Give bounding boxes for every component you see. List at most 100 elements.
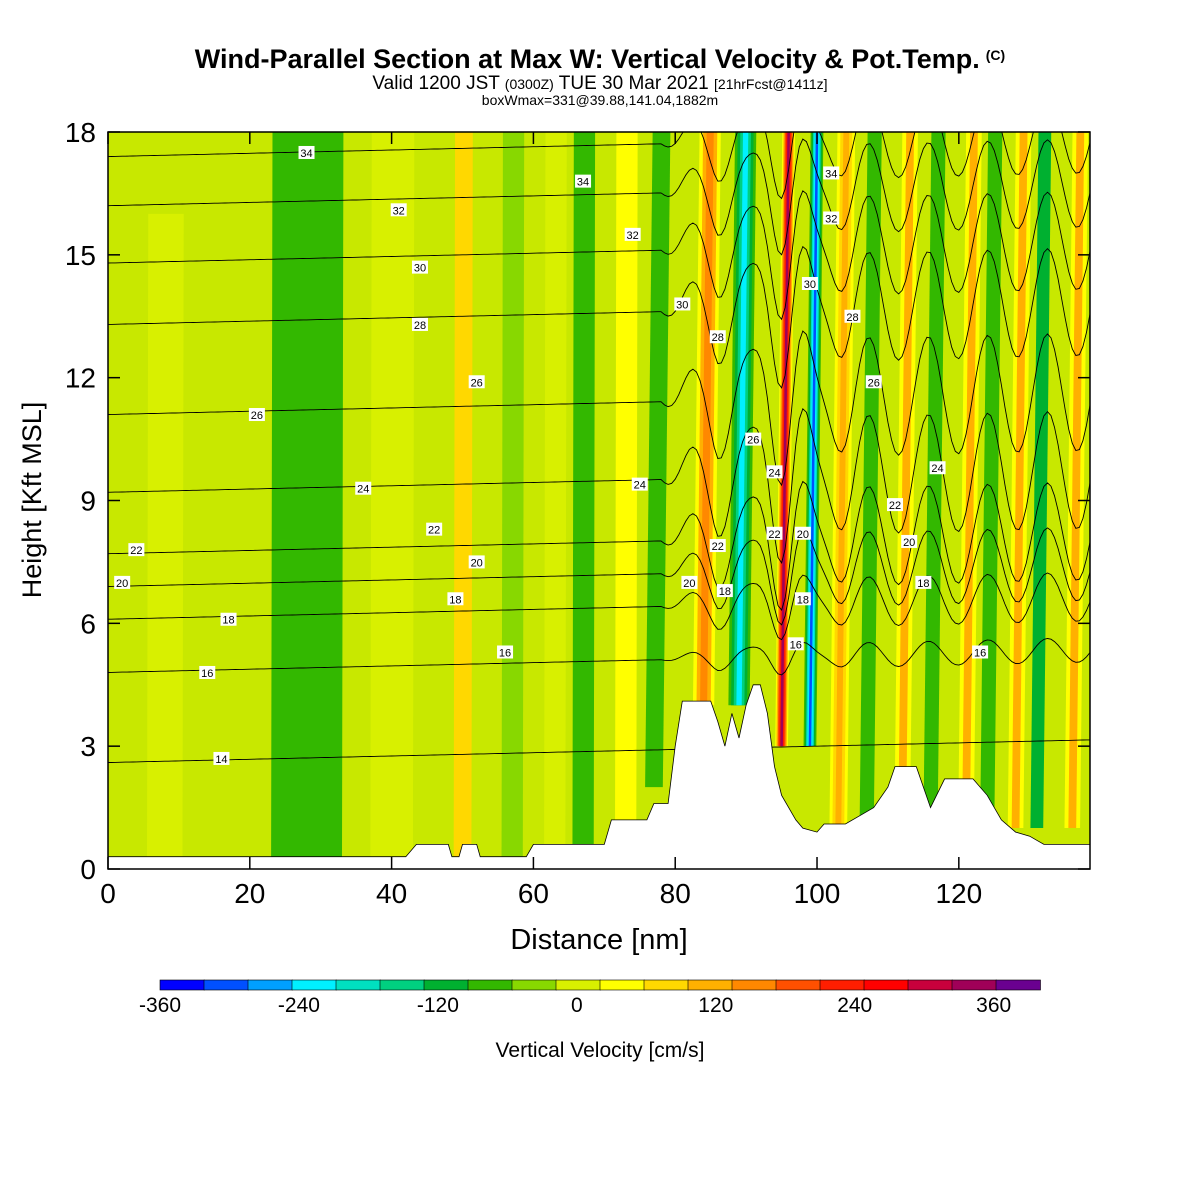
contour-label-bg xyxy=(497,645,514,659)
theta-contour xyxy=(108,407,1090,564)
velocity-band xyxy=(923,132,946,829)
potential-temperature-contours xyxy=(108,132,1090,763)
contour-label: 34 xyxy=(300,148,312,160)
theta-contour xyxy=(108,480,1090,611)
contour-label-bg xyxy=(298,145,315,159)
colorbar-swatch xyxy=(379,979,425,991)
contour-label: 20 xyxy=(903,537,915,549)
contour-label-bg xyxy=(901,534,918,548)
velocity-band xyxy=(1030,132,1052,829)
plot-area: 34 34 32 32 32 34 30 30 30 28 28 28 26 26 26 26 24 24 24 24… xyxy=(108,132,1090,869)
contour-label: 32 xyxy=(627,230,639,242)
y-tick-label: 0 xyxy=(80,854,96,885)
theta-contour xyxy=(108,638,1090,676)
colorbar-swatch xyxy=(907,979,953,991)
contour-label-bg xyxy=(844,309,861,323)
colorbar-tick-label: 240 xyxy=(837,994,872,1017)
theta-contour xyxy=(108,132,1090,200)
valid-date: TUE 30 Mar 2021 xyxy=(558,73,709,94)
contour-label-bg xyxy=(447,592,464,606)
contour-label-bg xyxy=(823,211,840,225)
colorbar-tick-label: 0 xyxy=(571,994,583,1017)
colorbar-swatch xyxy=(643,979,689,991)
colorbar-swatch xyxy=(775,979,821,991)
velocity-band xyxy=(501,132,525,869)
theta-contour xyxy=(108,190,1090,321)
x-tick-label: 120 xyxy=(935,878,982,909)
colorbar-swatch xyxy=(863,979,909,991)
copyright-tag: (C) xyxy=(985,47,1006,63)
contour-label: 34 xyxy=(825,168,837,180)
colorbar-swatch xyxy=(819,979,865,991)
chart-title: Wind-Parallel Section at Max W: Vertical… xyxy=(0,44,1200,75)
velocity-band xyxy=(614,132,638,869)
x-tick-label: 0 xyxy=(100,878,116,909)
contour-label-bg xyxy=(794,592,811,606)
theta-contour xyxy=(108,739,1090,763)
colorbar-swatch xyxy=(159,979,205,991)
contour-label: 30 xyxy=(804,279,816,291)
contour-label-bg xyxy=(709,330,726,344)
contour-label: 22 xyxy=(130,545,142,557)
colorbar-label: Vertical Velocity [cm/s] xyxy=(496,1039,705,1062)
velocity-band xyxy=(544,132,567,869)
contour-label: 26 xyxy=(747,435,759,447)
theta-contour xyxy=(108,527,1090,626)
contour-label-bg xyxy=(248,408,265,422)
colorbar-swatch xyxy=(467,979,513,991)
contour-label-bg xyxy=(411,260,428,274)
contour-label: 34 xyxy=(577,177,589,189)
velocity-band xyxy=(146,213,184,869)
colorbar: -360 -240 -120 0 120 240 360 xyxy=(139,979,1041,1017)
colorbar-swatch xyxy=(555,979,601,991)
velocity-band xyxy=(835,132,850,829)
colorbar-swatch xyxy=(511,979,557,991)
contour-label-bg xyxy=(887,498,904,512)
contour-label-bg xyxy=(355,481,372,495)
colorbar-swatch xyxy=(995,979,1041,991)
contour-label-bg xyxy=(972,645,989,659)
contour-label: 22 xyxy=(768,529,780,541)
x-tick-label: 40 xyxy=(376,878,407,909)
contour-label-bg xyxy=(766,465,783,479)
x-tick-label: 60 xyxy=(518,878,549,909)
velocity-band xyxy=(1068,132,1085,829)
valid-utc: (0300Z) xyxy=(504,76,554,92)
theta-contour xyxy=(108,138,1090,256)
contour-label-bg xyxy=(114,575,131,589)
y-tick-label: 18 xyxy=(65,117,96,148)
colorbar-swatch xyxy=(203,979,249,991)
theta-contour xyxy=(108,330,1090,487)
velocity-band xyxy=(572,132,596,869)
contour-label: 26 xyxy=(471,377,483,389)
contour-label: 20 xyxy=(683,578,695,590)
x-tick-label: 20 xyxy=(234,878,265,909)
contour-label-bg xyxy=(681,575,698,589)
velocity-band xyxy=(898,132,915,829)
velocity-band xyxy=(370,132,415,869)
contour-label-bg xyxy=(823,166,840,180)
contour-label: 28 xyxy=(414,320,426,332)
velocity-band xyxy=(736,132,749,706)
contour-labels: 34 34 32 32 32 34 30 30 30 28 28 28 26 26 26 26 24 24 24 24… xyxy=(114,145,989,766)
colorbar-swatch xyxy=(951,979,997,991)
contour-label: 28 xyxy=(846,312,858,324)
contour-label-bg xyxy=(716,584,733,598)
contour-label: 26 xyxy=(868,377,880,389)
contour-label-bg xyxy=(766,526,783,540)
colorbar-tick-label: 120 xyxy=(698,994,733,1017)
contour-label-bg xyxy=(426,522,443,536)
contour-label: 30 xyxy=(676,299,688,311)
colorbar-swatch xyxy=(731,979,777,991)
contour-label: 22 xyxy=(712,541,724,553)
contour-label-bg xyxy=(915,575,932,589)
contour-label: 24 xyxy=(931,463,943,475)
contour-label-bg xyxy=(787,637,804,651)
contour-label: 30 xyxy=(414,263,426,275)
contour-label-bg xyxy=(390,203,407,217)
contour-label: 18 xyxy=(449,594,461,606)
contour-label: 18 xyxy=(719,586,731,598)
contour-label-bg xyxy=(929,461,946,475)
colorbar-swatch xyxy=(423,979,469,991)
contour-label: 24 xyxy=(634,480,646,492)
